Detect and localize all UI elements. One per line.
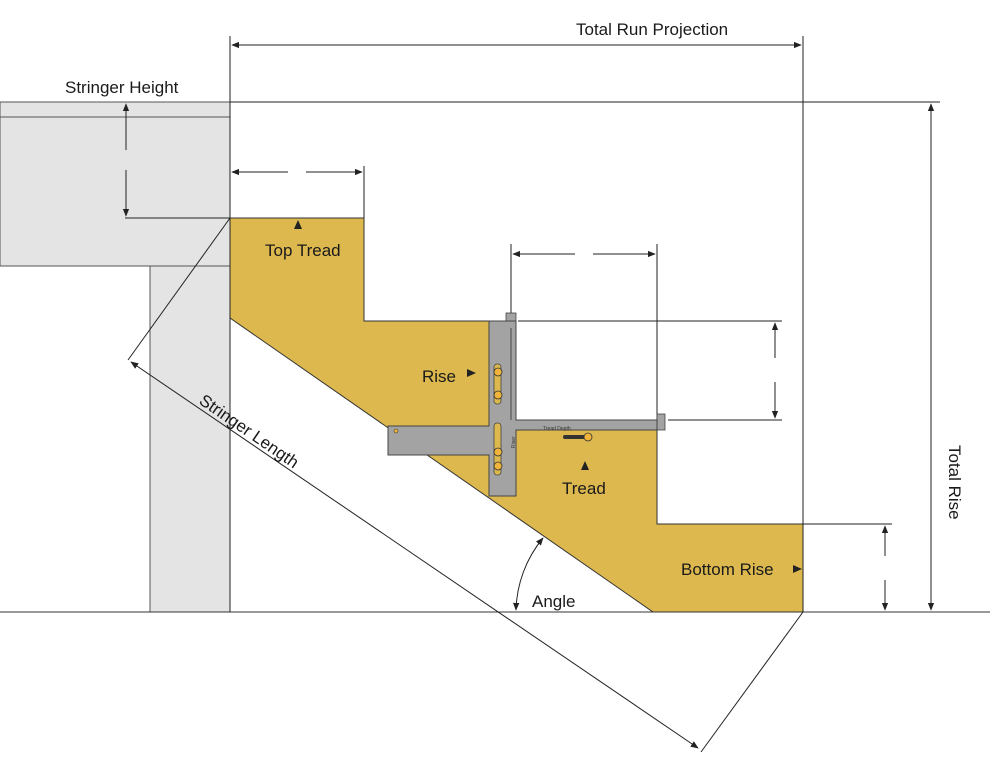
stringer-length-dimension bbox=[127, 217, 804, 753]
deck-joist bbox=[0, 101, 231, 267]
tread-pointer bbox=[581, 461, 589, 470]
stair-gauge-tool: Tread Depth Riser bbox=[387, 312, 666, 497]
rise-label: Rise bbox=[422, 367, 456, 386]
deck-post bbox=[149, 265, 231, 613]
gauge-riser-text: Riser bbox=[511, 436, 517, 448]
total-rise-label: Total Rise bbox=[945, 445, 964, 520]
rise-dimension bbox=[518, 320, 782, 421]
top-tread-label: Top Tread bbox=[265, 241, 341, 260]
angle-label: Angle bbox=[532, 592, 575, 611]
gauge-knob-2 bbox=[493, 390, 503, 400]
deck-structure bbox=[0, 101, 231, 613]
gauge-top-cap bbox=[505, 312, 517, 322]
gauge-knob-5 bbox=[583, 432, 593, 442]
gauge-knob-3 bbox=[493, 447, 503, 457]
bottom-rise-dimension bbox=[803, 523, 892, 611]
gauge-end-cap bbox=[656, 413, 666, 431]
total-run-projection-label: Total Run Projection bbox=[576, 20, 728, 39]
total-rise-dimension bbox=[230, 101, 940, 611]
stringer-height-label: Stringer Height bbox=[65, 78, 179, 97]
stringer-height-dimension bbox=[122, 103, 230, 219]
angle-arc bbox=[512, 537, 544, 611]
bottom-rise-pointer bbox=[793, 565, 802, 573]
gauge-body bbox=[387, 320, 658, 497]
gauge-knob-4 bbox=[493, 461, 503, 471]
tread-dimension bbox=[510, 244, 658, 420]
gauge-pin bbox=[393, 428, 399, 434]
rise-pointer bbox=[467, 369, 476, 377]
gauge-tread-depth-text: Tread Depth bbox=[543, 426, 571, 432]
tread-label: Tread bbox=[562, 479, 606, 498]
bottom-rise-label: Bottom Rise bbox=[681, 560, 774, 579]
top-tread-pointer bbox=[294, 220, 302, 229]
top-tread-dimension bbox=[231, 166, 365, 218]
gauge-knob-1 bbox=[493, 367, 503, 377]
